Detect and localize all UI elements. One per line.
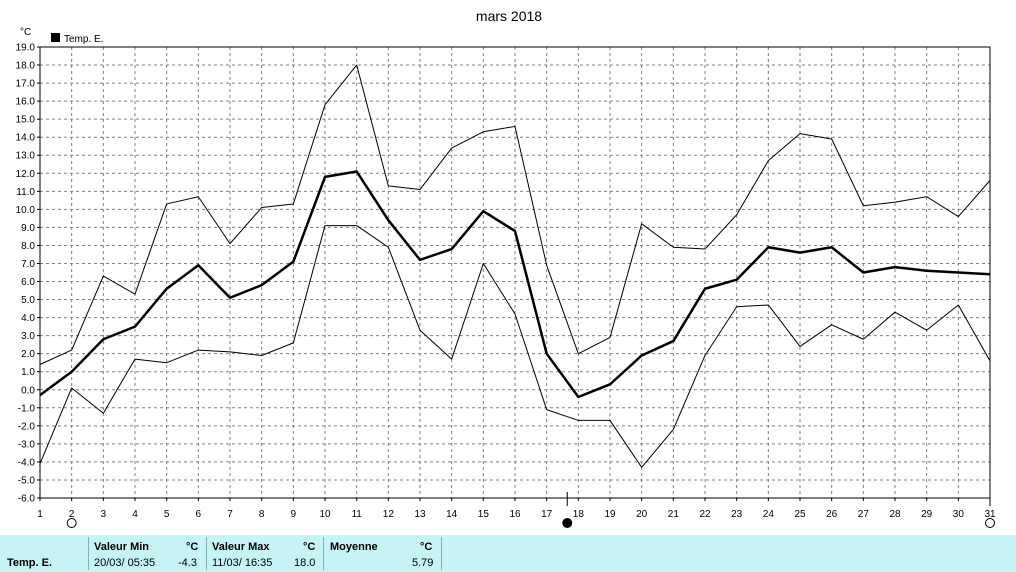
x-tick-label: 7 <box>227 509 233 520</box>
x-tick-label: 8 <box>259 509 265 520</box>
x-tick-label: 30 <box>953 509 965 520</box>
x-tick-label: 1 <box>37 509 43 520</box>
x-tick-label: 28 <box>889 509 901 520</box>
y-tick-label: -1.0 <box>18 403 36 414</box>
x-tick-label: 17 <box>541 509 553 520</box>
stats-panel: Temp. E. Valeur Min °C 20/03/ 05:35 -4.3… <box>0 535 1016 572</box>
x-tick-label: 31 <box>984 509 996 520</box>
x-tick-label: 10 <box>319 509 331 520</box>
legend-label: Temp. E. <box>64 34 103 45</box>
y-tick-label: 17.0 <box>16 79 36 90</box>
max-value: 18.0 <box>294 557 316 569</box>
y-tick-label: 12.0 <box>16 169 36 180</box>
x-tick-label: 21 <box>668 509 680 520</box>
y-tick-label: 8.0 <box>21 241 35 252</box>
x-tick-label: 14 <box>446 509 458 520</box>
x-tick-label: 13 <box>414 509 426 520</box>
min-unit: °C <box>186 541 199 553</box>
y-tick-label: 15.0 <box>16 115 36 126</box>
y-axis-unit: °C <box>20 27 31 38</box>
temperature-chart: mars 2018 °C Temp. E. -6.0 -5.0 -4.0 -3.0 -2… <box>16 8 996 528</box>
y-tick-label: -6.0 <box>18 494 36 505</box>
y-tick-label: -5.0 <box>18 475 36 486</box>
mean-value: 5.79 <box>412 557 434 569</box>
x-tick-label: 20 <box>636 509 648 520</box>
divider <box>441 537 442 570</box>
y-tick-label: 4.0 <box>21 313 35 324</box>
x-tick-label: 26 <box>826 509 838 520</box>
min-value: -4.3 <box>178 557 197 569</box>
y-tick-label: 19.0 <box>16 43 36 54</box>
series-line-mean <box>39 170 991 399</box>
divider <box>206 537 207 570</box>
full-moon-icon <box>985 518 995 528</box>
y-tick-label: 14.0 <box>16 133 36 144</box>
moon-markers <box>66 492 995 528</box>
x-tick-label: 6 <box>196 509 202 520</box>
y-tick-label: 16.0 <box>16 97 36 108</box>
y-tick-label: 13.0 <box>16 151 36 162</box>
series-line-max <box>39 64 991 365</box>
y-tick-label: 11.0 <box>16 187 35 198</box>
x-tick-label: 29 <box>921 509 933 520</box>
x-tick-label: 24 <box>763 509 775 520</box>
mean-header: Moyenne <box>330 541 378 553</box>
y-tick-label: 6.0 <box>21 277 35 288</box>
x-tick-label: 11 <box>351 509 362 520</box>
x-tick-label: 3 <box>101 509 107 520</box>
min-header: Valeur Min <box>94 541 150 553</box>
y-tick-label: -3.0 <box>18 439 36 450</box>
x-tick-label: 27 <box>858 509 870 520</box>
max-header: Valeur Max <box>212 541 270 553</box>
grid <box>40 47 990 498</box>
x-tick-label: 23 <box>731 509 743 520</box>
y-tick-label: 9.0 <box>21 223 35 234</box>
legend-swatch <box>51 33 60 42</box>
divider <box>323 537 324 570</box>
x-axis-ticks: 1 2 3 4 5 6 7 8 9 10 11 12 13 14 15 16 17 18 19 20 21 22 23 24 2… <box>37 498 996 520</box>
y-axis-ticks: -6.0 -5.0 -4.0 -3.0 -2.0 -1.0 0.0 1.0 2.0 3.0 4.0 5… <box>16 43 40 505</box>
divider <box>88 537 89 570</box>
y-tick-label: -2.0 <box>18 421 36 432</box>
x-tick-label: 22 <box>699 509 711 520</box>
y-tick-label: 7.0 <box>21 259 35 270</box>
x-tick-label: 4 <box>132 509 138 520</box>
x-tick-label: 2 <box>69 509 75 520</box>
mean-unit: °C <box>420 541 433 553</box>
max-datetime: 11/03/ 16:35 <box>212 557 273 569</box>
full-moon-icon <box>66 518 77 528</box>
y-tick-label: 2.0 <box>21 349 35 360</box>
y-tick-label: 0.0 <box>21 385 35 396</box>
y-tick-label: 10.0 <box>16 205 36 216</box>
x-tick-label: 25 <box>794 509 806 520</box>
y-tick-label: -4.0 <box>18 457 36 468</box>
y-tick-label: 5.0 <box>21 295 35 306</box>
min-datetime: 20/03/ 05:35 <box>94 557 156 569</box>
x-tick-label: 18 <box>573 509 585 520</box>
series-line-min <box>39 225 991 468</box>
x-tick-label: 16 <box>509 509 521 520</box>
x-tick-label: 12 <box>383 509 395 520</box>
stats-series-label: Temp. E. <box>7 557 53 569</box>
x-tick-label: 9 <box>291 509 297 520</box>
series <box>39 64 991 468</box>
chart-title: mars 2018 <box>476 8 542 24</box>
max-unit: °C <box>303 541 316 553</box>
y-tick-label: 3.0 <box>21 331 35 342</box>
x-tick-label: 5 <box>164 509 170 520</box>
y-tick-label: 1.0 <box>21 367 35 378</box>
y-tick-label: 18.0 <box>16 61 36 72</box>
x-tick-label: 15 <box>478 509 490 520</box>
x-tick-label: 19 <box>604 509 616 520</box>
new-moon-icon <box>562 518 573 528</box>
